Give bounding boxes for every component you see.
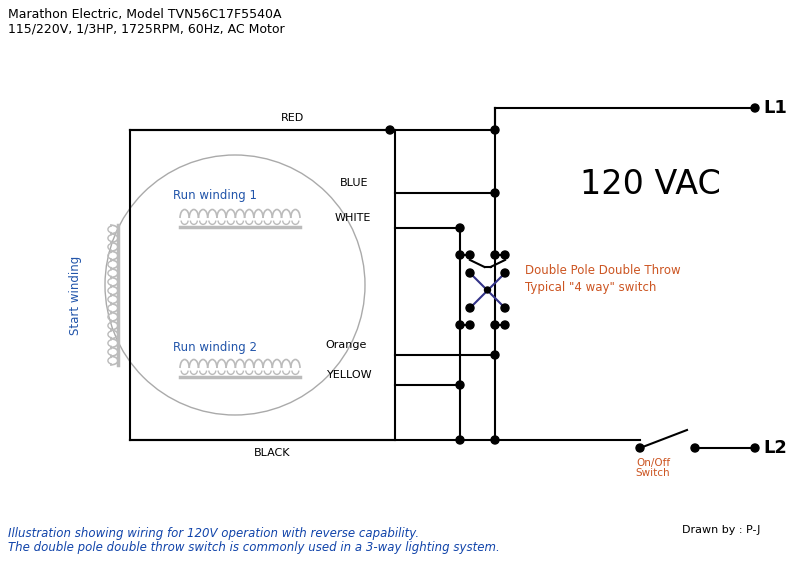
Text: L1: L1 xyxy=(763,99,787,117)
Circle shape xyxy=(501,321,509,329)
Circle shape xyxy=(466,321,474,329)
Text: YELLOW: YELLOW xyxy=(327,370,373,380)
Text: Double Pole Double Throw: Double Pole Double Throw xyxy=(525,263,681,276)
Circle shape xyxy=(491,436,499,444)
Circle shape xyxy=(691,444,699,452)
Text: Run winding 2: Run winding 2 xyxy=(173,342,257,355)
Text: Drawn by : P-J: Drawn by : P-J xyxy=(682,525,760,535)
Circle shape xyxy=(751,104,759,112)
Circle shape xyxy=(386,126,394,134)
Text: On/Off: On/Off xyxy=(636,458,670,468)
Circle shape xyxy=(491,351,499,359)
Text: Marathon Electric, Model TVN56C17F5540A: Marathon Electric, Model TVN56C17F5540A xyxy=(8,8,282,21)
Circle shape xyxy=(456,436,464,444)
Circle shape xyxy=(466,251,474,259)
Text: BLACK: BLACK xyxy=(254,448,290,458)
Text: 120 VAC: 120 VAC xyxy=(580,168,721,202)
Circle shape xyxy=(491,126,499,134)
Text: WHITE: WHITE xyxy=(335,213,371,223)
Text: Run winding 1: Run winding 1 xyxy=(173,189,257,202)
Circle shape xyxy=(456,381,464,389)
Text: RED: RED xyxy=(280,113,304,123)
Text: 115/220V, 1/3HP, 1725RPM, 60Hz, AC Motor: 115/220V, 1/3HP, 1725RPM, 60Hz, AC Motor xyxy=(8,23,285,36)
Text: BLUE: BLUE xyxy=(340,178,369,188)
Circle shape xyxy=(636,444,644,452)
Circle shape xyxy=(456,251,464,259)
Circle shape xyxy=(501,269,509,277)
Circle shape xyxy=(501,251,509,259)
Circle shape xyxy=(491,189,499,197)
Text: Typical "4 way" switch: Typical "4 way" switch xyxy=(525,280,656,293)
Text: Start winding: Start winding xyxy=(69,256,82,334)
Text: Illustration showing wiring for 120V operation with reverse capability.: Illustration showing wiring for 120V ope… xyxy=(8,527,419,540)
Circle shape xyxy=(456,224,464,232)
Circle shape xyxy=(466,269,474,277)
Circle shape xyxy=(751,444,759,452)
Text: Orange: Orange xyxy=(325,340,366,350)
Circle shape xyxy=(466,304,474,312)
Text: Switch: Switch xyxy=(636,468,670,478)
Text: L2: L2 xyxy=(763,439,787,457)
Circle shape xyxy=(491,321,499,329)
Circle shape xyxy=(456,321,464,329)
Circle shape xyxy=(485,287,490,293)
Circle shape xyxy=(501,304,509,312)
Circle shape xyxy=(491,251,499,259)
Text: The double pole double throw switch is commonly used in a 3-way lighting system.: The double pole double throw switch is c… xyxy=(8,541,500,554)
